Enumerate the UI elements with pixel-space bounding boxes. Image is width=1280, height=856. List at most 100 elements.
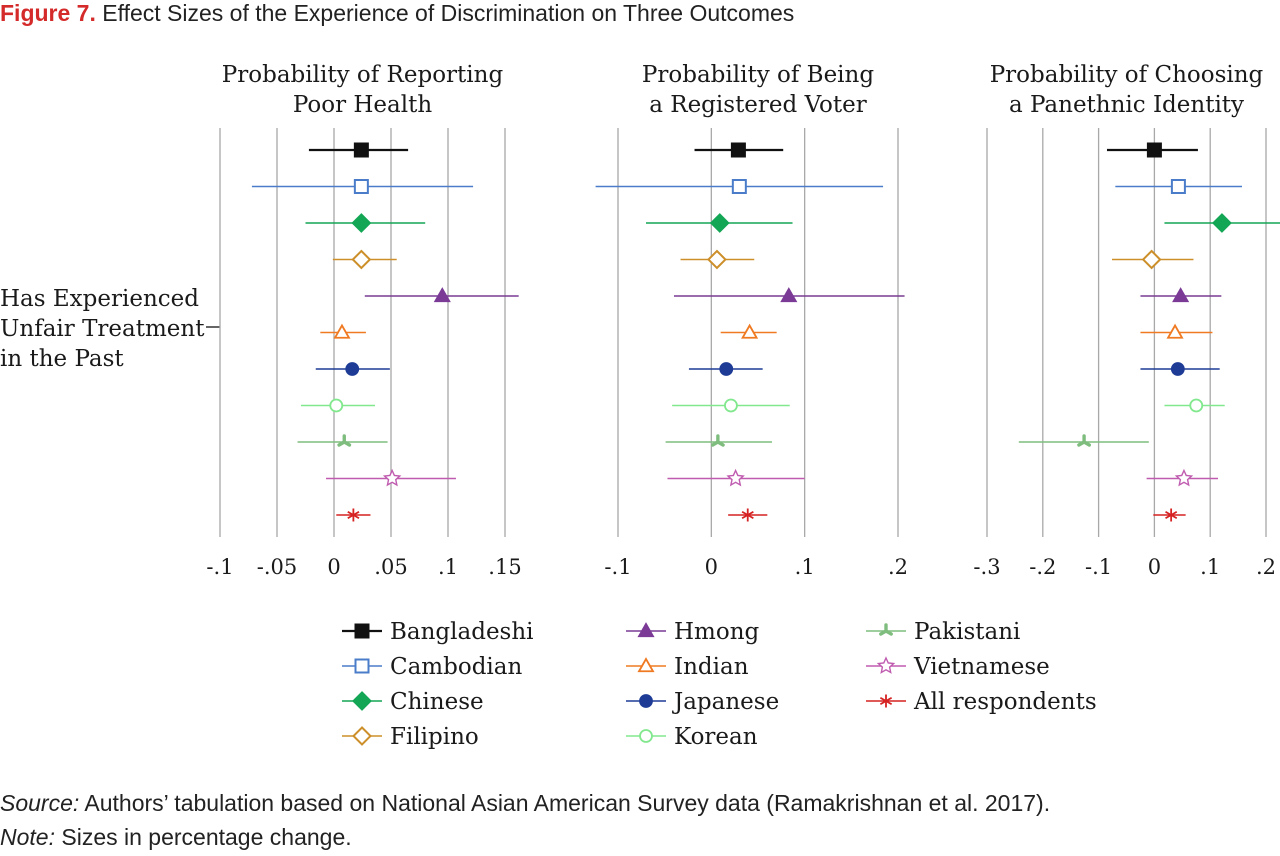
chart-canvas: Has Experienced Unfair Treatment in the … (0, 62, 1280, 750)
x-tick-label: -.05 (257, 555, 298, 579)
point-marker-shape (333, 323, 351, 339)
legend-marker (352, 691, 372, 711)
x-tick-label: 0 (705, 555, 718, 579)
note-line: Note: Sizes in percentage change. (0, 820, 1050, 854)
point-pakistani (1018, 434, 1149, 447)
point-marker-shape (731, 179, 747, 194)
point-marker (353, 179, 369, 194)
point-chinese (646, 213, 793, 233)
panel-2-title-line-2: a Registered Voter (649, 92, 867, 118)
point-marker (707, 249, 727, 270)
point-marker (1165, 508, 1178, 522)
point-marker (719, 362, 734, 376)
point-marker (709, 213, 730, 233)
legend-marker (639, 729, 653, 743)
point-marker-shape (780, 287, 798, 303)
point-filipino (332, 249, 397, 270)
point-marker-spoke (741, 510, 754, 520)
point-marker (1166, 323, 1184, 339)
point-hmong (364, 287, 519, 303)
x-tick-label: .1 (438, 555, 458, 579)
panel-2-title-line-1: Probability of Being (642, 62, 874, 88)
point-marker (724, 398, 738, 413)
point-chinese (1164, 213, 1280, 233)
point-korean (300, 398, 376, 413)
point-marker (433, 287, 451, 303)
x-tick-label: -.1 (206, 555, 233, 579)
legend-marker-spoke (879, 696, 893, 706)
legend-label: Pakistani (914, 619, 1020, 645)
point-marker-shape (1189, 398, 1204, 413)
point-marker-shape (726, 468, 745, 487)
point-bangladeshi (1106, 142, 1198, 158)
x-tick-label: .05 (374, 555, 407, 579)
point-marker-shape (730, 142, 746, 158)
legend-item-japanese: Japanese (626, 689, 779, 715)
point-marker (1170, 179, 1186, 194)
point-vietnamese (326, 468, 456, 487)
legend-marker-shape (637, 657, 655, 673)
point-marker (780, 287, 798, 303)
x-tick-label: 0 (1148, 555, 1161, 579)
legend-label: Indian (674, 654, 749, 680)
legend-marker-shape (354, 658, 370, 674)
point-marker-spoke (1165, 510, 1178, 520)
point-marker-spoke (710, 440, 720, 447)
note-label: Note: (0, 824, 55, 850)
panel-1: Probability of Reporting Poor Health -.1 -.… (206, 62, 521, 579)
row-label-line-2: Unfair Treatment (0, 316, 205, 342)
legend-label: Vietnamese (913, 654, 1050, 680)
legend-marker-shape (354, 623, 370, 639)
legend-item-indian: Indian (626, 654, 749, 680)
source-text: Authors’ tabulation based on National As… (79, 790, 1051, 816)
legend-marker (637, 622, 655, 638)
point-vietnamese (1146, 468, 1219, 487)
legend: Bangladeshi Cambodian Chinese Filipino Hmong… (342, 619, 1097, 750)
point-marker (345, 362, 360, 376)
x-tick-label: 0 (327, 555, 340, 579)
legend-marker (879, 694, 893, 708)
point-japanese (315, 362, 390, 376)
source-line: Source: Authors’ tabulation based on Nat… (0, 786, 1050, 820)
point-marker-shape (1146, 142, 1162, 158)
point-marker-shape (351, 249, 372, 270)
x-tick-label: -.2 (1029, 555, 1056, 579)
point-marker-shape (1170, 362, 1185, 376)
point-marker-shape (329, 398, 344, 413)
x-tick-label: -.1 (604, 555, 631, 579)
point-marker-shape (353, 179, 369, 194)
legend-item-all-respondents: All respondents (866, 689, 1097, 715)
point-marker-shape (351, 213, 372, 233)
note-text: Sizes in percentage change. (54, 824, 352, 850)
figure-title-text: Effect Sizes of the Experience of Discri… (102, 0, 795, 26)
point-marker-shape (707, 249, 727, 270)
point-all-respondents (1153, 508, 1186, 522)
legend-item-pakistani: Pakistani (866, 619, 1020, 645)
point-marker-shape (433, 287, 451, 303)
point-cambodian (1115, 179, 1243, 194)
legend-label: Cambodian (390, 654, 522, 680)
legend-marker (876, 656, 896, 674)
point-marker-shape (1170, 179, 1186, 194)
legend-marker (354, 658, 370, 674)
point-cambodian (251, 179, 474, 194)
point-marker-shape (1141, 249, 1162, 270)
legend-item-chinese: Chinese (342, 689, 484, 715)
legend-item-cambodian: Cambodian (342, 654, 522, 680)
point-hmong (1140, 287, 1222, 303)
point-marker (726, 468, 745, 487)
panel-1-title-line-1: Probability of Reporting (222, 62, 504, 88)
legend-marker (354, 623, 370, 639)
point-marker (731, 179, 747, 194)
row-label-line-3: in the Past (0, 346, 124, 372)
point-chinese (305, 213, 426, 233)
point-marker (710, 434, 725, 447)
figure-title: Figure 7. Effect Sizes of the Experience… (0, 0, 794, 27)
point-marker (382, 468, 402, 487)
point-marker (333, 323, 351, 339)
point-marker (337, 434, 352, 447)
point-marker (353, 142, 369, 158)
point-marker (329, 398, 344, 413)
panel-3: Probability of Choosing a Panethnic Ident… (973, 62, 1280, 579)
point-marker-shape (719, 362, 734, 376)
